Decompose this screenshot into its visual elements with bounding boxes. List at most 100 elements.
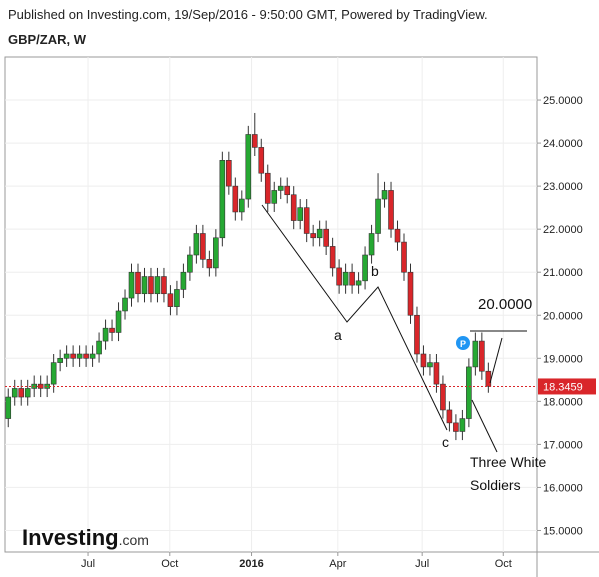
candle-body — [453, 422, 459, 432]
wave-label: b — [371, 263, 379, 279]
pattern-label: Soldiers — [470, 477, 521, 493]
last-price-box — [538, 378, 596, 395]
candle-body — [180, 271, 187, 290]
candle-body — [355, 280, 362, 286]
candle-body — [5, 396, 12, 419]
candle-body — [368, 233, 375, 256]
y-tick-label: 17.0000 — [543, 439, 583, 451]
y-tick-label: 15.0000 — [543, 525, 583, 537]
y-tick-label: 24.0000 — [543, 138, 583, 150]
wave-line — [261, 204, 448, 431]
candle-body — [115, 310, 122, 333]
candle-body — [50, 362, 57, 385]
candle-body — [381, 190, 388, 200]
candle-body — [83, 353, 89, 359]
candle-body — [342, 271, 349, 286]
candle-body — [70, 353, 76, 359]
x-tick-label: Oct — [161, 558, 178, 570]
candle-body — [57, 358, 63, 363]
candle-body — [433, 362, 440, 385]
marker — [456, 336, 470, 350]
candle-body — [407, 271, 414, 316]
candle-body — [239, 198, 245, 213]
candle-body — [219, 160, 226, 239]
candle-body — [394, 228, 401, 243]
candle-body — [226, 160, 232, 187]
candle-body — [102, 327, 109, 342]
pattern-label: Three White — [470, 454, 546, 470]
candle-body — [122, 297, 128, 312]
candle-body — [11, 388, 18, 398]
x-tick-label: Oct — [495, 558, 512, 570]
candle-body — [193, 233, 200, 256]
candle-body — [271, 190, 278, 204]
candle-body — [148, 276, 154, 295]
plot-frame — [4, 56, 538, 553]
candle-body — [401, 241, 407, 273]
x-tick-label: Jul — [415, 558, 429, 570]
wave-label: c — [442, 434, 449, 450]
candle-body — [459, 418, 466, 432]
y-tick-label: 18.0000 — [543, 396, 583, 408]
y-tick-label: 21.0000 — [543, 267, 583, 279]
candle-body — [414, 314, 420, 355]
marker-label: P — [460, 339, 466, 349]
target-pointer — [489, 337, 503, 384]
candle-body — [141, 276, 148, 295]
candle-body — [232, 185, 239, 213]
y-tick-label: 20.0000 — [543, 310, 583, 322]
candle-body — [63, 353, 70, 359]
pattern-pointer — [471, 399, 498, 453]
candle-body — [479, 340, 485, 372]
candle-body — [89, 353, 96, 359]
candle-body — [310, 233, 316, 239]
logo: Investing.com — [22, 525, 149, 550]
candle-body — [18, 388, 25, 398]
target-label: 20.0000 — [478, 296, 532, 313]
candle-body — [128, 271, 135, 299]
symbol: GBP/ZAR, W — [8, 32, 87, 47]
y-tick-label: 16.0000 — [543, 482, 583, 494]
candle-body — [388, 190, 394, 230]
candle-body — [174, 289, 180, 307]
candle-body — [427, 362, 433, 368]
candle-body — [297, 207, 303, 221]
candle-body — [264, 172, 271, 204]
candle-body — [200, 233, 206, 260]
published-note: Published on Investing.com, 19/Sep/2016 … — [8, 7, 488, 22]
candle-body — [316, 228, 323, 239]
candle-body — [336, 267, 342, 286]
wave-label: a — [334, 327, 342, 343]
candle-body — [290, 194, 297, 221]
candle-body — [375, 198, 381, 234]
candle-body — [96, 340, 102, 355]
candle-body — [187, 254, 193, 273]
candle-body — [277, 185, 284, 191]
candle-body — [420, 353, 427, 368]
candle-body — [349, 271, 355, 286]
candle-body — [167, 293, 174, 307]
candle-body — [440, 383, 446, 411]
candle-body — [161, 276, 167, 295]
candle-body — [323, 228, 329, 247]
x-tick-label: 2016 — [239, 558, 263, 570]
y-tick-label: 19.0000 — [543, 353, 583, 365]
x-tick-label: Jul — [81, 558, 95, 570]
candle-body — [109, 327, 115, 333]
candle-body — [76, 353, 83, 359]
candle-body — [362, 254, 368, 282]
candle-body — [485, 370, 492, 387]
last-price-label: 18.3459 — [543, 381, 583, 393]
candle-body — [303, 207, 310, 234]
x-tick-label: Apr — [329, 558, 346, 570]
candle-body — [154, 276, 161, 295]
y-tick-label: 23.0000 — [543, 181, 583, 193]
candle-body — [446, 409, 453, 424]
candle-body — [472, 340, 479, 368]
candle-body — [258, 147, 265, 174]
y-tick-label: 22.0000 — [543, 224, 583, 236]
candle-body — [24, 388, 31, 398]
y-tick-label: 25.0000 — [543, 95, 583, 107]
candle-body — [329, 246, 336, 269]
